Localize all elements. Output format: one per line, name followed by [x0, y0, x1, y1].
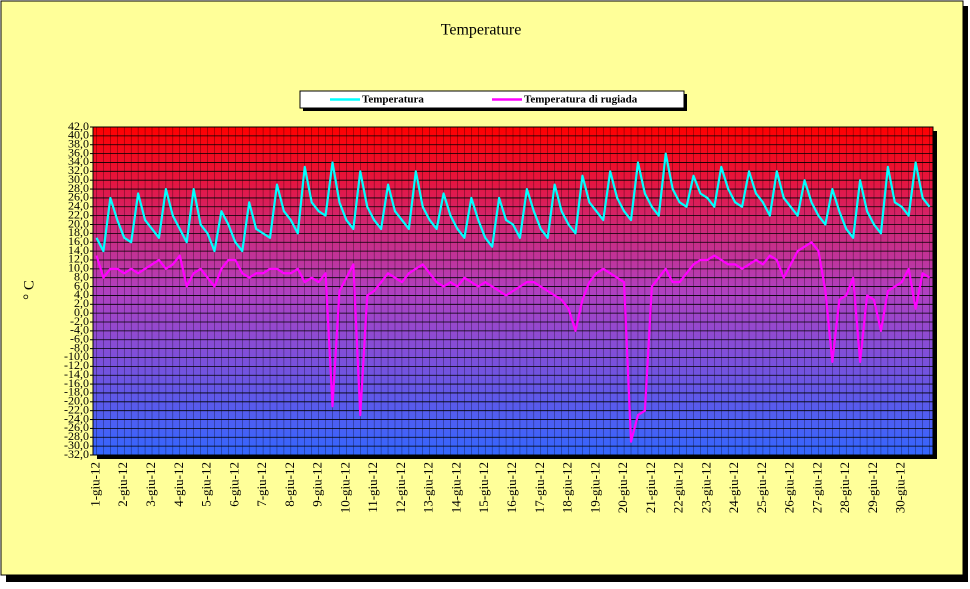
x-tick-label: 9-giu-12: [310, 462, 325, 507]
x-tick-label: 25-giu-12: [754, 462, 769, 513]
y-tick-label: 22,0: [68, 207, 89, 221]
y-tick-label: 6,0: [74, 278, 89, 292]
y-tick-label: 4,0: [74, 287, 89, 301]
x-tick-label: 24-giu-12: [726, 462, 741, 513]
y-tick-label: 18,0: [68, 225, 89, 239]
y-axis-label: ° C: [21, 280, 37, 300]
x-tick-label: 17-giu-12: [532, 462, 547, 513]
legend-label: Temperatura: [362, 94, 424, 106]
x-tick-label: 14-giu-12: [448, 462, 463, 513]
x-tick-label: 3-giu-12: [143, 462, 158, 507]
y-tick-label: -10,0: [64, 349, 89, 363]
x-tick-label: 30-giu-12: [893, 462, 908, 513]
x-tick-label: 10-giu-12: [337, 462, 352, 513]
y-tick-label: -30,0: [64, 438, 89, 452]
y-tick-label: 30,0: [68, 172, 89, 186]
x-tick-label: 28-giu-12: [837, 462, 852, 513]
y-tick-label: 32,0: [68, 163, 89, 177]
y-tick-label: 12,0: [68, 252, 89, 266]
y-tick-label: 34,0: [68, 154, 89, 168]
y-tick-label: -26,0: [64, 420, 89, 434]
x-tick-label: 7-giu-12: [254, 462, 269, 507]
y-tick-label: -24,0: [64, 411, 89, 425]
x-tick-label: 26-giu-12: [782, 462, 797, 513]
y-tick-label: -16,0: [64, 376, 89, 390]
x-tick-label: 19-giu-12: [587, 462, 602, 513]
y-tick-label: -20,0: [64, 394, 89, 408]
y-tick-label: 10,0: [68, 261, 89, 275]
y-tick-label: -28,0: [64, 429, 89, 443]
x-tick-label: 15-giu-12: [476, 462, 491, 513]
x-tick-label: 20-giu-12: [615, 462, 630, 513]
series-line: [95, 241, 931, 443]
y-tick-label: 38,0: [68, 136, 89, 150]
x-tick-label: 13-giu-12: [421, 462, 436, 513]
y-tick-label: 20,0: [68, 216, 89, 230]
legend-label: Temperatura di rugiada: [524, 94, 638, 106]
y-tick-label: 2,0: [74, 296, 89, 310]
y-tick-label: 16,0: [68, 234, 89, 248]
y-tick-label: 36,0: [68, 145, 89, 159]
y-tick-label: -6,0: [70, 332, 89, 346]
x-tick-label: 6-giu-12: [226, 462, 241, 507]
y-tick-label: -14,0: [64, 367, 89, 381]
chart-title: Temperature: [441, 22, 522, 39]
x-tick-label: 18-giu-12: [560, 462, 575, 513]
y-tick-label: 40,0: [68, 128, 89, 142]
x-tick-label: 1-giu-12: [87, 462, 102, 507]
series-line: [95, 152, 931, 253]
y-tick-label: -12,0: [64, 358, 89, 372]
y-tick-label: -4,0: [70, 323, 89, 337]
y-tick-label: 0,0: [74, 305, 89, 319]
y-tick-label: 28,0: [68, 181, 89, 195]
x-tick-label: 23-giu-12: [698, 462, 713, 513]
y-tick-label: -22,0: [64, 402, 89, 416]
x-tick-label: 29-giu-12: [865, 462, 880, 513]
x-tick-label: 16-giu-12: [504, 462, 519, 513]
x-tick-label: 27-giu-12: [809, 462, 824, 513]
x-tick-label: 22-giu-12: [671, 462, 686, 513]
y-tick-label: 26,0: [68, 190, 89, 204]
x-tick-label: 2-giu-12: [115, 462, 130, 507]
x-tick-label: 12-giu-12: [393, 462, 408, 513]
y-tick-label: 8,0: [74, 269, 89, 283]
y-tick-label: -32,0: [64, 447, 89, 461]
x-tick-label: 21-giu-12: [643, 462, 658, 513]
y-tick-label: 42,0: [68, 119, 89, 133]
x-tick-label: 8-giu-12: [282, 462, 297, 507]
x-tick-label: 5-giu-12: [199, 462, 214, 507]
y-tick-label: -18,0: [64, 385, 89, 399]
y-tick-label: 24,0: [68, 199, 89, 213]
y-tick-label: -8,0: [70, 340, 89, 354]
y-tick-label: -2,0: [70, 314, 89, 328]
x-tick-label: 4-giu-12: [171, 462, 186, 507]
y-tick-label: 14,0: [68, 243, 89, 257]
x-tick-label: 11-giu-12: [365, 462, 380, 513]
